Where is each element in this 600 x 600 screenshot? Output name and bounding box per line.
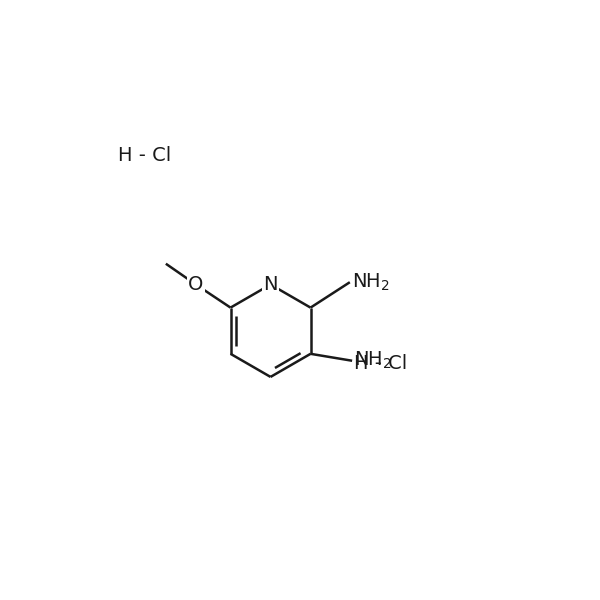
Text: O: O — [188, 275, 203, 294]
Text: NH$_2$: NH$_2$ — [352, 272, 390, 293]
Text: N: N — [263, 275, 278, 294]
Text: NH$_2$: NH$_2$ — [355, 350, 392, 371]
Text: H - Cl: H - Cl — [118, 146, 172, 164]
Text: H - Cl: H - Cl — [354, 353, 407, 373]
